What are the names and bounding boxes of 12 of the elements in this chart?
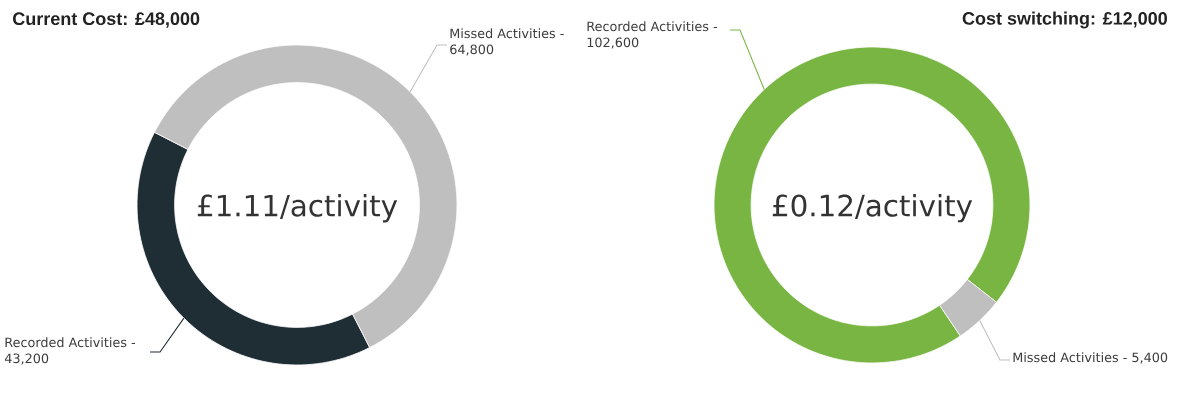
slice-label: Missed Activities - [450,28,564,39]
slice-label: Recorded Activities - [587,21,718,32]
data-label: 64,800 [450,44,494,56]
data-label: 43,200 [4,353,49,365]
text: £0.12/activity [772,193,973,223]
slice-label: Recorded Activities - [5,337,136,348]
text: £1.11/activity [197,193,398,223]
data-label: 102,600 [587,37,639,49]
chart-title: Current Cost: £48,000 [13,12,200,28]
chart-title: Cost switching: £12,000 [962,11,1167,29]
slice-label: Missed Activities - [1013,352,1127,363]
data-label: 5,400 [1132,352,1168,364]
